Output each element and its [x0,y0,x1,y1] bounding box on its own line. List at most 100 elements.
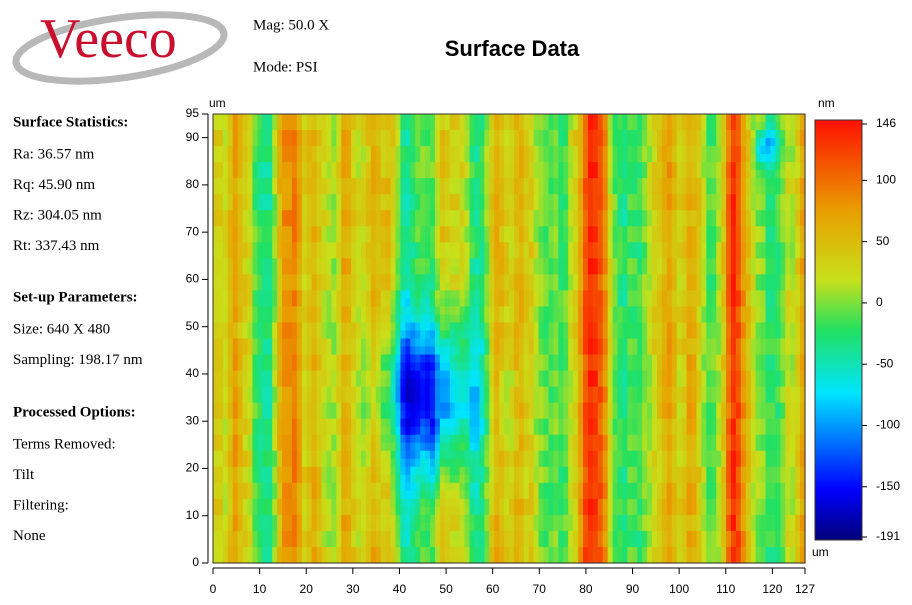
heatmap-cell [242,498,249,508]
heatmap-cell [459,218,466,227]
heatmap-cell [489,138,495,147]
heatmap-cell [454,202,461,211]
heatmap-cell [336,146,342,155]
heatmap-cell [637,330,643,340]
heatmap-cell [533,322,540,332]
heatmap-cell [504,306,510,316]
heatmap-cell [597,370,604,380]
heatmap-cell [425,234,431,243]
heatmap-cell [405,234,411,243]
heatmap-cell [543,458,550,468]
heatmap-cell [464,242,471,251]
heatmap-cell [341,474,347,484]
heatmap-cell [504,506,510,516]
heatmap-cell [538,514,545,524]
heatmap-cell [213,522,219,532]
heatmap-cell [247,482,254,492]
heatmap-cell [232,434,239,444]
heatmap-cell [454,258,461,267]
heatmap-cell [568,162,574,171]
heatmap-cell [252,226,258,235]
heatmap-cell [612,402,619,412]
heatmap-cell [459,130,466,139]
heatmap-cell [642,474,648,484]
heatmap-cell [420,410,426,420]
heatmap-cell [464,274,471,283]
heatmap-cell [420,226,426,235]
heatmap-cell [291,242,298,251]
heatmap-cell [523,538,530,548]
heatmap-cell [425,426,431,436]
heatmap-cell [257,218,263,227]
heatmap-cell [380,458,387,468]
heatmap-cell [479,178,485,187]
heatmap-cell [390,402,397,412]
heatmap-cell [257,282,263,291]
heatmap-cell [346,402,352,412]
heatmap-cell [435,530,441,540]
heatmap-cell [563,298,569,308]
heatmap-cell [277,378,283,388]
heatmap-cell [306,490,313,500]
heatmap-cell [573,522,579,532]
heatmap-cell [311,298,318,308]
heatmap-cell [232,234,239,243]
heatmap-cell [370,130,377,139]
heatmap-cell [232,402,239,412]
heatmap-cell [612,354,619,364]
heatmap-cell [341,330,347,340]
heatmap-cell [578,434,584,444]
heatmap-cell [365,442,372,452]
heatmap-cell [213,154,219,163]
heatmap-cell [316,242,323,251]
heatmap-cell [257,450,263,460]
heatmap-cell [602,210,609,219]
heatmap-cell [439,538,446,548]
heatmap-cell [425,530,431,540]
heatmap-cell [538,114,545,123]
heatmap-cell [430,554,436,564]
heatmap-cell [306,546,313,556]
heatmap-cell [242,266,249,275]
heatmap-cell [336,442,342,452]
heatmap-cell [587,418,594,428]
heatmap-cell [247,498,254,508]
heatmap-cell [287,554,293,564]
heatmap-cell [607,194,614,203]
heatmap-cell [449,354,456,364]
heatmap-cell [227,402,234,412]
heatmap-cell [518,530,525,540]
heatmap-cell [262,442,268,452]
heatmap-cell [647,362,653,372]
heatmap-cell [306,378,313,388]
heatmap-cell [336,522,342,532]
heatmap-cell [553,538,559,548]
heatmap-cell [454,146,461,155]
heatmap-cell [632,418,638,428]
heatmap-cell [573,426,579,436]
heatmap-cell [356,386,362,396]
heatmap-cell [365,154,372,163]
heatmap-cell [513,482,520,492]
heatmap-cell [356,402,362,412]
mode: Mode: PSI [253,59,318,75]
heatmap-cell [252,114,258,123]
heatmap-cell [548,218,554,227]
heatmap-cell [346,490,352,500]
heatmap-cell [454,346,461,356]
heatmap-cell [439,498,446,508]
heatmap-cell [578,554,584,564]
heatmap-cell [267,306,273,316]
heatmap-cell [400,370,406,380]
heatmap-cell [558,210,564,219]
heatmap-cell [375,194,382,203]
heatmap-cell [400,450,406,460]
heatmap-cell [518,306,525,316]
heatmap-cell [370,378,377,388]
heatmap-cell [405,426,411,436]
heatmap-cell [528,522,535,532]
heatmap-cell [370,218,377,227]
heatmap-cell [306,554,313,564]
heatmap-cell [232,290,239,300]
heatmap-cell [459,242,466,251]
